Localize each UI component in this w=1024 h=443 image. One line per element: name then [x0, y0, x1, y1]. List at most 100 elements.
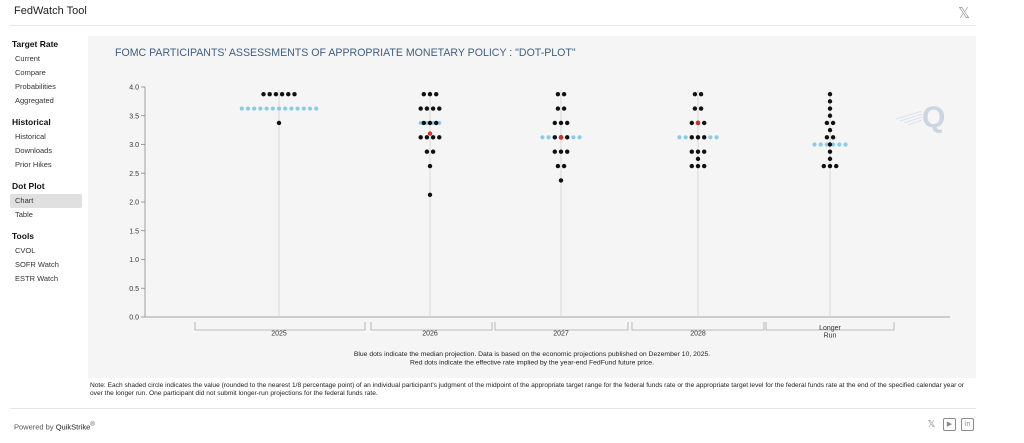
median-dot-longer-run	[831, 142, 836, 147]
y-tick-label: 3.5	[129, 113, 139, 120]
participant-dot-2027	[561, 163, 567, 169]
participant-dot-2028	[692, 106, 698, 111]
participant-dot-2026	[424, 149, 430, 154]
participant-dot-longer-run	[830, 120, 836, 126]
futures-implied-dot-2028	[695, 120, 701, 125]
sidebar-item-estr-watch[interactable]: ESTR Watch	[15, 274, 59, 283]
nav-group-dot-plot: Dot Plot Chart Table	[10, 178, 82, 222]
participant-dot-2027	[555, 163, 561, 169]
participant-dot-2026	[430, 106, 436, 111]
registered-mark: ®	[90, 421, 95, 428]
social-links: 𝕏 ▶ in	[925, 418, 974, 431]
median-dot-2025	[295, 106, 300, 111]
participant-dot-2026	[421, 120, 426, 126]
participant-dot-longer-run	[827, 91, 833, 97]
nav-group-tools: Tools CVOL SOFR Watch ESTR Watch	[10, 228, 82, 286]
median-dot-longer-run	[824, 142, 830, 147]
median-dot-2025	[307, 106, 313, 111]
participant-dot-2027	[552, 120, 557, 126]
participant-dot-2026	[427, 163, 433, 169]
participant-dot-longer-run	[827, 156, 833, 162]
participant-dot-longer-run	[827, 149, 833, 154]
median-dot-2026	[424, 120, 429, 126]
x-tick-label-2025: 2025	[271, 331, 287, 338]
x-tick-label-2027: 2027	[553, 331, 569, 338]
participant-dot-2026	[424, 106, 430, 111]
watermark-stroke	[907, 119, 923, 126]
median-dot-2025	[264, 106, 269, 111]
participant-dot-2026	[434, 91, 439, 97]
participant-dot-longer-run	[827, 113, 833, 118]
participant-dot-2028	[695, 163, 701, 169]
sidebar-item-probabilities[interactable]: Probabilities	[15, 82, 56, 91]
participant-dot-2026	[430, 135, 436, 140]
participant-dot-2028	[702, 120, 707, 126]
quikstrike-brand[interactable]: QuikStrike	[55, 422, 91, 432]
participant-dot-longer-run	[827, 106, 833, 111]
participant-dot-2025	[261, 91, 266, 97]
median-dot-2025	[314, 106, 319, 111]
footnote: Note: Each shaded circle indicates the v…	[90, 382, 965, 398]
sidebar-item-downloads[interactable]: Downloads	[15, 146, 53, 155]
participant-dot-2025	[267, 91, 272, 97]
watermark-stroke	[903, 116, 923, 124]
powered-by-prefix: Powered by	[14, 422, 56, 432]
participant-dot-longer-run	[827, 127, 833, 133]
watermark-stroke	[899, 113, 923, 122]
median-dot-2025	[276, 106, 282, 111]
median-dot-2027	[540, 135, 545, 140]
x-tick-label-longer-run: Run	[824, 333, 837, 340]
chart-title: FOMC PARTICIPANTS' ASSESSMENTS OF APPROP…	[115, 47, 576, 59]
participant-dot-2028	[702, 149, 707, 154]
participant-dot-2027	[555, 91, 561, 97]
participant-dot-longer-run	[827, 163, 833, 169]
y-tick-label: 2.0	[129, 200, 139, 207]
participant-dot-2027	[552, 149, 557, 154]
futures-implied-dot-2026	[427, 131, 433, 136]
sidebar-item-sofr-watch[interactable]: SOFR Watch	[15, 260, 59, 269]
median-dot-2025	[258, 106, 263, 111]
participant-dot-2028	[689, 149, 694, 154]
chart-caption-line: Blue dots indicate the median projection…	[354, 351, 710, 358]
powered-by: Powered by QuikStrike®	[14, 421, 95, 432]
x-logo-icon[interactable]: 𝕏	[958, 4, 971, 22]
y-tick-label: 2.5	[129, 171, 139, 178]
participant-dot-2026	[421, 91, 426, 97]
category-bracket	[194, 322, 366, 331]
sidebar-item-compare[interactable]: Compare	[15, 68, 46, 77]
median-dot-2027	[571, 135, 576, 140]
sidebar-item-prior-hikes[interactable]: Prior Hikes	[15, 160, 52, 169]
participant-dot-longer-run	[824, 120, 830, 126]
sidebar-item-table[interactable]: Table	[15, 210, 33, 219]
y-tick-label: 4.0	[129, 85, 139, 92]
watermark-stroke	[895, 110, 923, 120]
x-tick-label-2028: 2028	[690, 331, 706, 338]
sidebar-item-historical[interactable]: Historical	[15, 132, 46, 141]
sidebar-item-aggregated[interactable]: Aggregated	[15, 96, 54, 105]
participant-dot-2028	[689, 135, 694, 140]
sidebar-item-cvol[interactable]: CVOL	[15, 246, 36, 255]
x-tick-label-longer-run: Longer	[819, 325, 841, 332]
futures-implied-dot-2027	[558, 135, 564, 140]
median-dot-2025	[270, 106, 275, 111]
play-button-icon[interactable]: ▶	[943, 418, 956, 431]
x-logo-icon[interactable]: 𝕏	[927, 419, 936, 430]
participant-dot-2026	[418, 135, 423, 140]
participant-dot-2028	[695, 149, 701, 154]
median-dot-longer-run	[812, 142, 817, 147]
y-tick-label: 0.0	[129, 315, 139, 322]
nav-group-title: Target Rate	[12, 39, 59, 49]
category-bracket	[765, 322, 895, 331]
participant-dot-2025	[279, 91, 285, 97]
nav-group-historical: Historical Historical Downloads Prior Hikes	[10, 114, 82, 172]
sidebar-item-chart[interactable]: Chart	[10, 194, 82, 208]
dot-plot-chart: FOMC PARTICIPANTS' ASSESSMENTS OF APPROP…	[115, 47, 950, 367]
y-tick-label: 0.5	[129, 286, 139, 293]
median-dot-2026	[431, 120, 436, 126]
participant-dot-2028	[702, 163, 707, 169]
sidebar-item-current[interactable]: Current	[15, 54, 41, 63]
linkedin-icon[interactable]: in	[961, 418, 974, 431]
participant-dot-2028	[689, 163, 694, 169]
participant-dot-longer-run	[830, 135, 836, 140]
median-dot-2025	[301, 106, 306, 111]
